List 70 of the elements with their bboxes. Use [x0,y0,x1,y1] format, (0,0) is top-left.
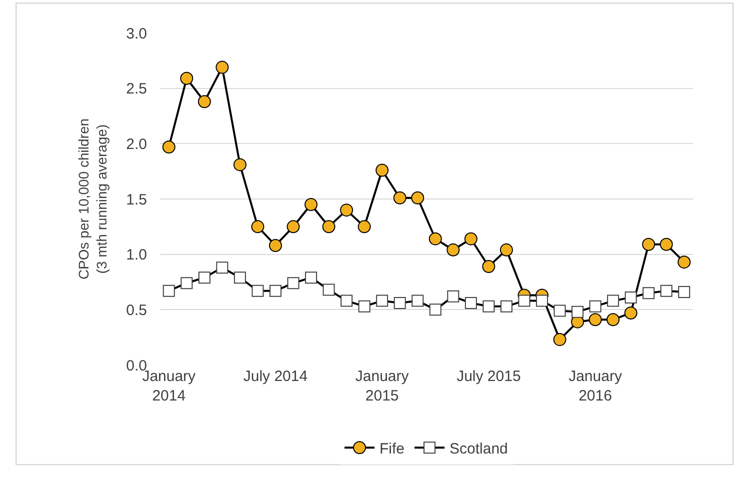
point [429,304,442,316]
legend-label: Scotland [450,440,508,458]
point [393,191,406,204]
point [642,238,656,251]
point [660,284,672,297]
point [412,294,424,307]
x-tick-label: July 2015 [456,368,521,385]
point [252,284,264,297]
point [322,220,336,234]
y-tick-label: 2.0 [126,136,147,153]
point [304,198,318,212]
point [464,297,477,310]
y-tick-label: 0.0 [126,357,147,374]
point [340,204,354,217]
point [216,60,229,74]
point [198,95,211,108]
point [162,140,176,154]
point [606,313,620,326]
point [234,272,246,284]
point [642,287,655,300]
point [500,300,512,312]
y-tick-label: 0.5 [126,302,147,319]
x-tick-label: January 2015 [355,368,410,404]
x-tick-label: July 2014 [243,368,308,385]
point [358,300,370,312]
point [358,220,371,234]
point [411,191,424,204]
point [500,243,513,256]
point [162,284,175,297]
point [607,294,620,307]
point [376,164,389,177]
point [268,238,282,252]
point [322,284,335,296]
point [446,243,460,256]
point [233,158,246,172]
point [305,272,318,284]
point [536,294,548,307]
point [482,300,495,312]
point [588,313,602,326]
point [340,294,353,307]
point [554,304,566,317]
y-axis-title: CPOs per 10,000 children (3 mth running average) [76,118,110,280]
point [447,290,460,302]
point [394,297,406,310]
point [376,294,388,307]
legend-label: Fife [380,440,405,458]
point [269,284,282,297]
point [572,306,584,318]
point [180,72,194,85]
point [482,260,496,274]
point [428,232,442,246]
y-tick-label: 2.5 [126,80,147,98]
point [251,220,264,234]
point [198,272,210,284]
point [589,300,602,312]
point [624,306,638,320]
point [286,220,300,234]
y-tick-label: 3.0 [126,25,147,42]
point [678,256,691,269]
y-tick-label: 1.5 [126,191,147,208]
y-tick-label: 1.0 [126,246,147,264]
point [660,238,673,251]
x-tick-label: January 2016 [568,368,622,404]
point [553,333,566,346]
point [287,277,300,290]
point [518,294,530,307]
point [624,291,637,304]
point [216,262,228,274]
point [180,277,193,290]
point [464,232,478,246]
